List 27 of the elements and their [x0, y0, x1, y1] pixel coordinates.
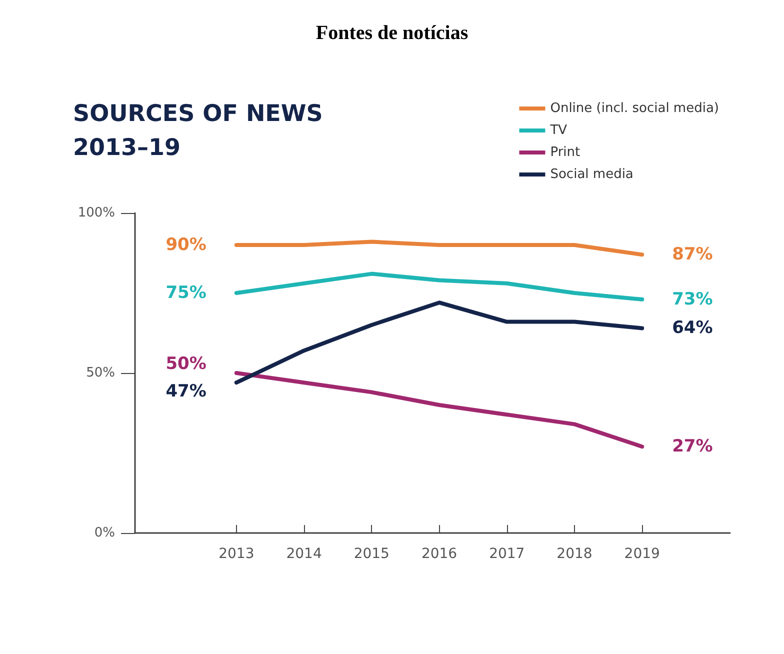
chart-title: Fontes de notícias [316, 22, 468, 44]
data-label: 27% [672, 436, 713, 457]
line-series [234, 371, 644, 449]
legend-label: TV [549, 123, 568, 138]
x-tick-label: 2018 [556, 546, 592, 562]
x-tick-label: 2013 [218, 546, 254, 562]
data-label: 73% [672, 289, 713, 310]
data-label: 47% [166, 382, 206, 402]
x-tick-label: 2019 [624, 546, 660, 562]
y-tick-label: 0% [94, 526, 115, 540]
x-tick-label: 2017 [489, 546, 525, 562]
data-label: 75% [166, 283, 206, 303]
x-tick-label: 2016 [421, 546, 458, 562]
legend-label: Online (incl. social media) [550, 101, 720, 116]
legend-label: Social media [550, 167, 634, 182]
line-series [234, 300, 644, 385]
data-label: 64% [672, 318, 713, 338]
x-tick-label: 2015 [354, 546, 390, 562]
line-series [234, 272, 644, 302]
y-tick-label: 50% [86, 366, 115, 380]
data-label: 87% [672, 244, 713, 265]
x-tick-label: 2014 [286, 546, 322, 562]
data-label: 90% [166, 235, 206, 255]
y-tick-label: 100% [78, 206, 115, 220]
legend-label: Print [550, 145, 580, 160]
chart-subtitle: SOURCES OF NEWS 2013–19 [73, 101, 323, 161]
data-label: 50% [166, 354, 206, 374]
